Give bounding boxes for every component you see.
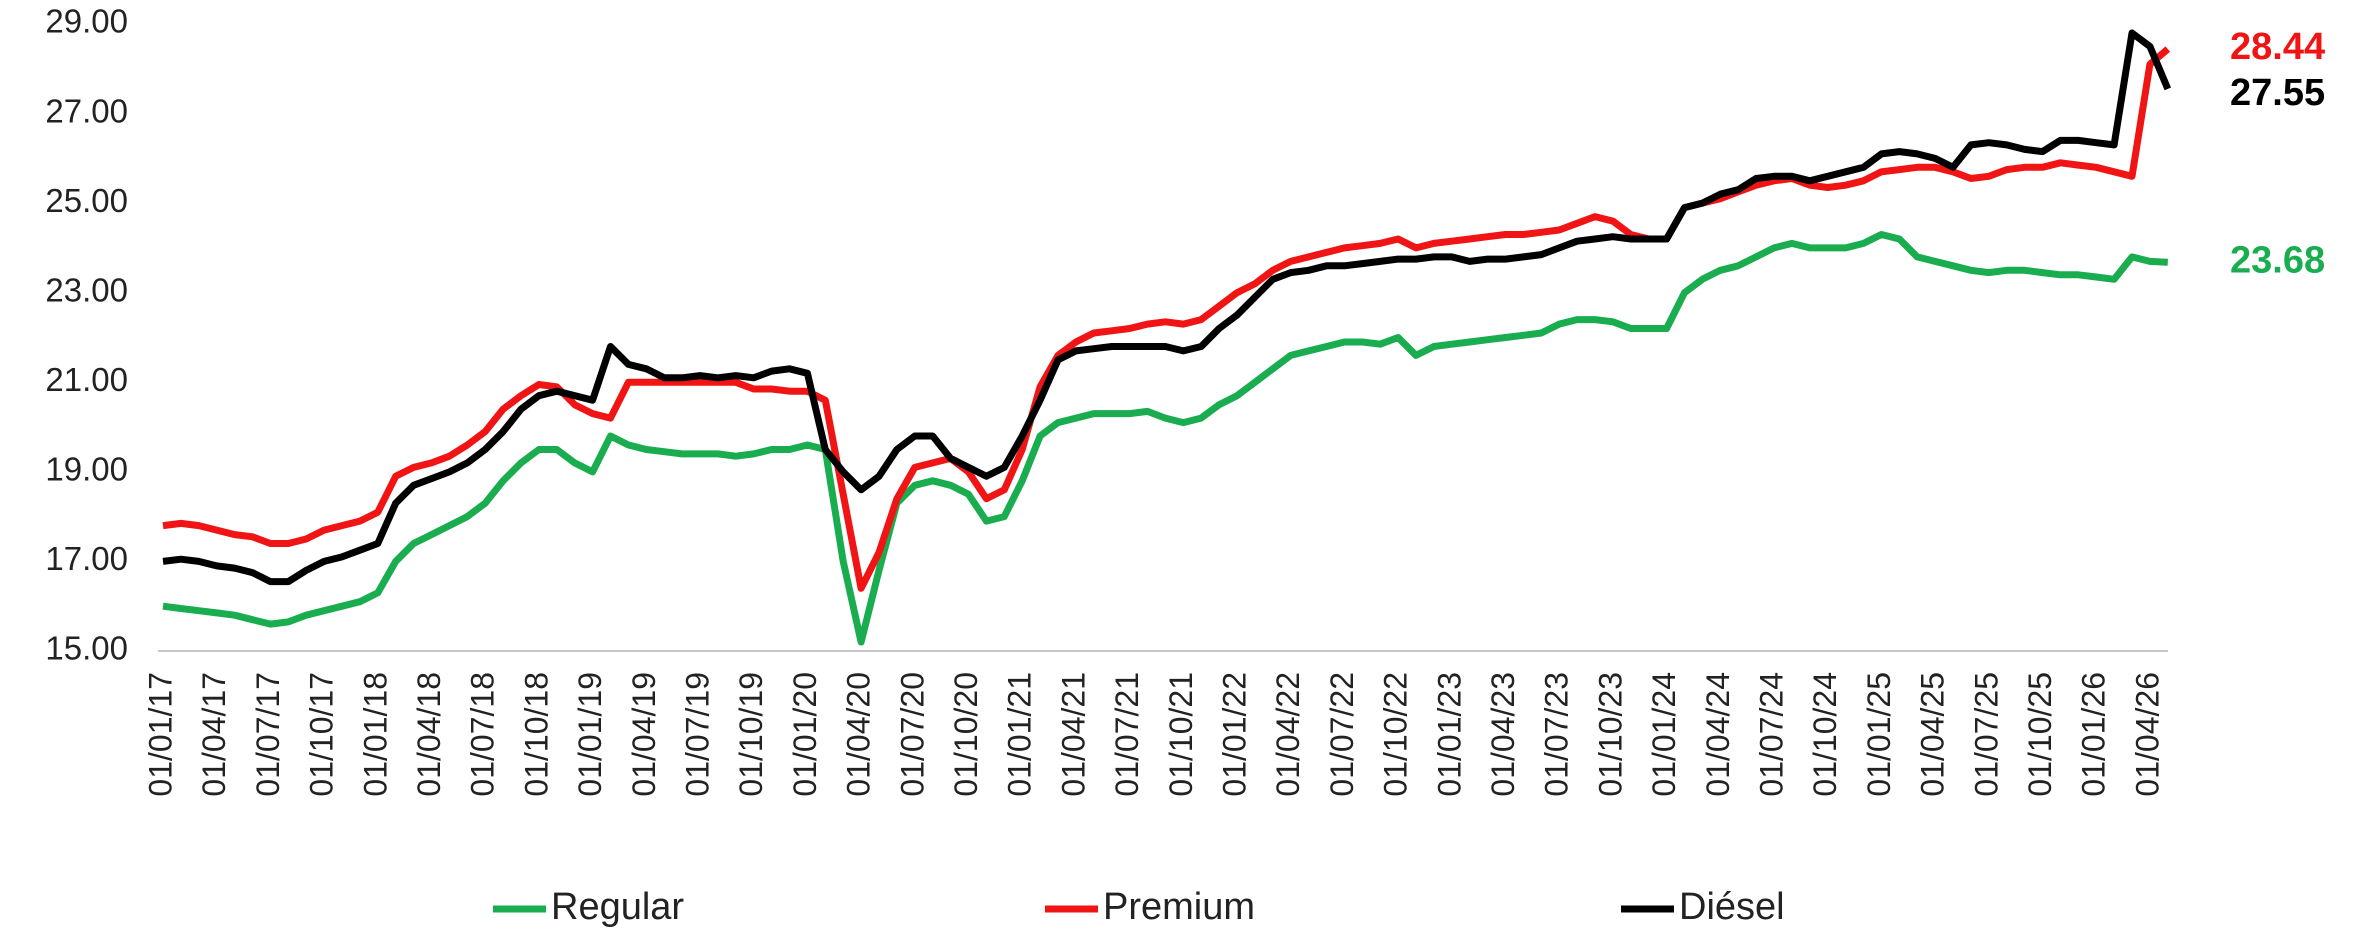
x-tick-label: 01/10/20 [948,672,984,797]
x-tick-label: 01/01/21 [1002,672,1038,797]
series-line [162,231,2168,646]
x-tick-label: 01/10/18 [518,672,554,797]
x-tick-label: 01/10/21 [1163,672,1199,797]
y-tick-label: 19.00 [45,451,128,488]
x-tick-label: 01/01/24 [1646,672,1682,797]
x-tick-label: 01/01/25 [1861,672,1897,797]
x-tick-label: 01/04/23 [1485,672,1521,797]
x-tick-label: 01/10/23 [1592,672,1628,797]
x-tick-label: 01/10/17 [304,672,340,797]
x-tick-label: 01/10/25 [2022,672,2058,797]
x-tick-label: 01/07/17 [250,672,286,797]
y-tick-label: 21.00 [45,361,128,398]
series-line [162,29,2172,586]
x-tick-label: 01/10/24 [1807,672,1843,797]
x-tick-label: 01/07/22 [1324,672,1360,797]
legend-label: Regular [551,886,684,928]
y-tick-label: 15.00 [45,630,128,667]
x-tick-label: 01/07/18 [465,672,501,797]
legend-label: Premium [1103,886,1255,928]
x-tick-label: 01/04/22 [1270,672,1306,797]
x-tick-label: 01/07/23 [1539,672,1575,797]
x-tick-label: 01/01/18 [357,672,393,797]
series-line [162,46,2171,592]
x-tick-label: 01/01/22 [1216,672,1252,797]
x-tick-label: 01/04/26 [2129,672,2165,797]
y-tick-label: 25.00 [45,182,128,219]
x-tick-label: 01/04/17 [196,672,232,797]
x-tick-label: 01/01/26 [2076,672,2112,797]
x-tick-label: 01/10/22 [1378,672,1414,797]
x-tick-label: 01/01/19 [572,672,608,797]
x-tick-label: 01/01/23 [1431,672,1467,797]
x-tick-label: 01/07/25 [1968,672,2004,797]
y-tick-label: 23.00 [45,271,128,308]
end-label: 23.68 [2230,239,2325,281]
x-tick-label: 01/07/24 [1753,672,1789,797]
x-tick-label: 01/07/21 [1109,672,1145,797]
x-tick-label: 01/07/19 [679,672,715,797]
x-tick-label: 01/04/24 [1700,672,1736,797]
y-tick-label: 17.00 [45,540,128,577]
x-tick-label: 01/04/20 [841,672,877,797]
x-tick-label: 01/04/25 [1915,672,1951,797]
y-tick-label: 27.00 [45,92,128,129]
x-tick-label: 01/04/18 [411,672,447,797]
x-tick-label: 01/07/20 [894,672,930,797]
y-tick-label: 29.00 [45,3,128,40]
x-tick-label: 01/04/21 [1055,672,1091,797]
x-tick-label: 01/01/20 [787,672,823,797]
legend-label: Diésel [1679,886,1785,928]
end-label: 27.55 [2230,72,2325,114]
end-label: 28.44 [2230,26,2325,68]
x-tick-label: 01/04/19 [626,672,662,797]
x-tick-label: 01/10/19 [733,672,769,797]
x-tick-label: 01/01/17 [142,672,178,797]
